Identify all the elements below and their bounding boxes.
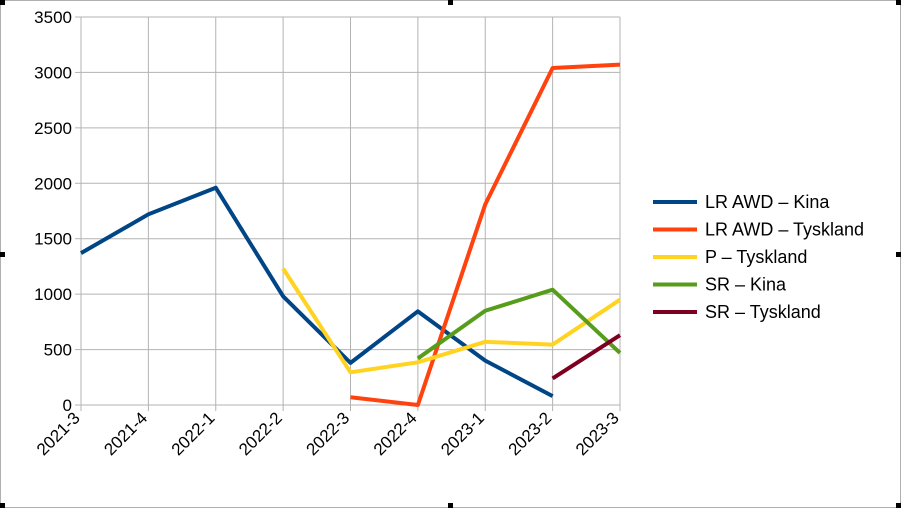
y-tick-label: 500: [44, 341, 72, 360]
x-tick-label: 2022-4: [370, 408, 421, 459]
series-line-5: [551, 333, 622, 381]
series-line-3: [281, 267, 622, 375]
legend-label: SR – Kina: [705, 275, 787, 295]
selection-handle[interactable]: [896, 503, 901, 508]
y-tick-label: 3500: [34, 8, 72, 27]
legend-label: SR – Tyskland: [705, 302, 821, 322]
axes: 0 500 1000 1500 2000 2500 3000 3500 2021-3 2021-4…: [33, 8, 623, 459]
x-tick-label: 2022-2: [235, 408, 286, 459]
selection-handle[interactable]: [0, 503, 5, 508]
selection-handle[interactable]: [0, 252, 5, 257]
x-tick-label: 2022-1: [168, 408, 219, 459]
selection-handle[interactable]: [448, 503, 453, 508]
y-tick-label: 1000: [34, 285, 72, 304]
x-tick-label: 2023-3: [572, 408, 623, 459]
y-tick-label: 3000: [34, 63, 72, 82]
x-tick-label: 2021-3: [33, 408, 84, 459]
x-tick-label: 2023-1: [437, 408, 488, 459]
y-tick-label: 2500: [34, 119, 72, 138]
x-tick-label: 2022-3: [302, 408, 353, 459]
series-line-1: [80, 185, 554, 398]
selection-handle[interactable]: [0, 0, 5, 5]
y-tick-label: 1500: [34, 230, 72, 249]
selection-handle[interactable]: [448, 0, 453, 5]
legend-label: LR AWD – Tyskland: [705, 220, 864, 240]
y-tick-label: 0: [63, 396, 72, 415]
selection-handle[interactable]: [896, 0, 901, 5]
legend: LR AWD – Kina LR AWD – Tyskland P – Tyskla…: [653, 192, 864, 322]
selection-handle[interactable]: [896, 252, 901, 257]
series-lines: [80, 62, 622, 407]
legend-label: LR AWD – Kina: [705, 192, 830, 212]
x-tick-label: 2023-2: [505, 408, 556, 459]
series-line-4: [416, 287, 622, 361]
series-line-2: [350, 62, 621, 407]
x-tick-label: 2021-4: [100, 408, 151, 459]
y-tick-label: 2000: [34, 174, 72, 193]
legend-label: P – Tyskland: [705, 247, 807, 267]
